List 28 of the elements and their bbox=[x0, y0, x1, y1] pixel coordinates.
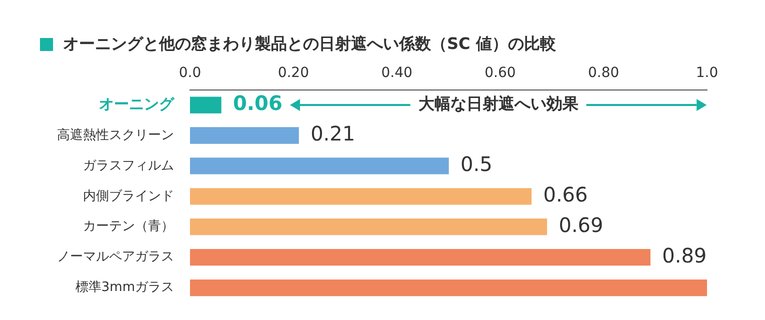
y-tick-label: 標準3mmガラス bbox=[75, 280, 174, 296]
data-label: 0.66 bbox=[543, 182, 588, 207]
x-tick-label: 0.60 bbox=[484, 65, 516, 82]
data-label: 0.21 bbox=[310, 122, 356, 146]
x-tick-label: 1.0 bbox=[696, 65, 718, 82]
bar bbox=[190, 218, 548, 236]
y-tick-label: ノーマルペアガラス bbox=[57, 250, 174, 265]
bar bbox=[190, 127, 299, 144]
y-tick-label: オーニング bbox=[99, 94, 175, 113]
data-label: 0.06 bbox=[233, 91, 282, 116]
y-tick-label: 内側ブラインド bbox=[83, 188, 174, 204]
y-tick-label: カーテン（青） bbox=[83, 219, 174, 234]
bar bbox=[190, 96, 222, 114]
y-tick-label: 高遮熱性スクリーン bbox=[57, 126, 174, 143]
chart-title: オーニングと他の窓まわり製品との日射遮へい係数（SC 値）の比較 bbox=[63, 34, 556, 55]
x-tick-label: 0.0 bbox=[178, 65, 202, 82]
data-label: 0.5 bbox=[460, 152, 492, 176]
bar bbox=[190, 158, 449, 174]
x-tick-label: 0.80 bbox=[588, 65, 620, 82]
bar bbox=[190, 188, 532, 205]
x-tick-label: 0.40 bbox=[381, 65, 412, 82]
x-tick-label: 0.20 bbox=[278, 65, 309, 82]
annotation: 大幅な日射遮へい効果 bbox=[418, 94, 580, 114]
data-label: 0.89 bbox=[662, 244, 707, 268]
bar bbox=[190, 248, 650, 266]
y-tick-label: ガラスフィルム bbox=[83, 158, 174, 174]
data-label: 0.69 bbox=[558, 213, 604, 238]
bar bbox=[190, 279, 707, 296]
